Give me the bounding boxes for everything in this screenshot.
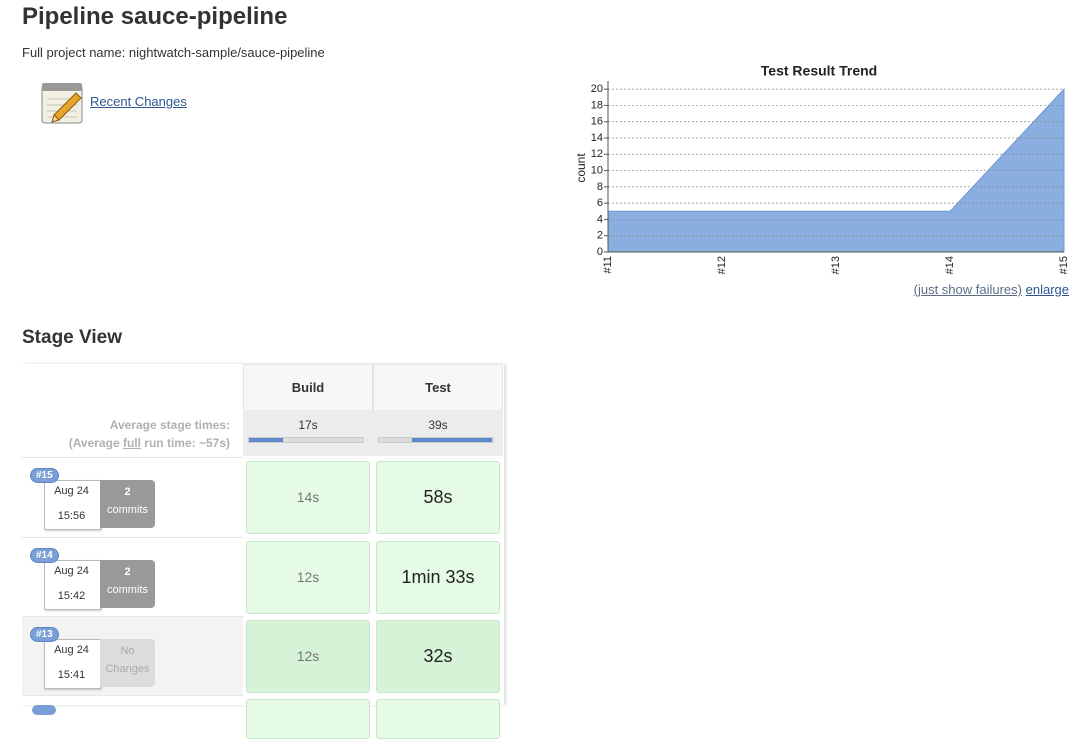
chart-title: Test Result Trend: [761, 63, 877, 79]
y-tick-label: 18: [591, 99, 603, 111]
run-date: Aug 24: [54, 485, 89, 497]
text: run time: ~57s): [140, 436, 230, 450]
x-tick-label: #14: [944, 256, 956, 274]
y-tick-label: 4: [597, 213, 603, 225]
average-time: 17s: [298, 418, 318, 432]
x-tick-label: #13: [830, 256, 842, 274]
page: Pipeline sauce-pipeline Full project nam…: [22, 3, 1070, 739]
run-date: Aug 24: [54, 644, 89, 656]
chart-links: (just show failures) enlarge: [914, 282, 1069, 297]
date-box: [44, 480, 101, 530]
stage-view-title: Stage View: [22, 327, 122, 348]
x-tick-label: #15: [1058, 256, 1070, 274]
stage-view-table: Average stage times: (Average full run t…: [22, 364, 504, 739]
stage-header: Build: [243, 364, 373, 410]
run-badge: [32, 705, 56, 715]
y-tick-label: 14: [591, 132, 603, 144]
just-show-failures-link[interactable]: (just show failures): [913, 282, 1022, 297]
run-date: Aug 24: [54, 565, 89, 577]
stage-cell: 12s: [246, 620, 370, 693]
stage-cell: 14s: [246, 461, 370, 534]
y-tick-label: 12: [591, 148, 603, 160]
trend-chart: Test Result Trend count 0 2 4 6 8 10 12 14 16 18 2…: [574, 63, 1070, 275]
y-tick-label: 8: [597, 181, 603, 193]
average-bar-fill: [249, 438, 283, 442]
changes-box: 2 commits: [100, 560, 155, 608]
x-tick-label: #11: [602, 256, 614, 274]
stage-cell: 1min 33s: [376, 541, 500, 614]
changes-label: commits: [107, 504, 148, 516]
changes-count: 2: [124, 486, 131, 498]
stage-cell: [376, 699, 500, 739]
average-stage-label: Average stage times:: [109, 418, 230, 432]
changes-label: Changes: [105, 663, 150, 675]
average-labels: Average stage times: (Average full run t…: [22, 410, 243, 456]
changes-box: No Changes: [100, 639, 155, 687]
run-row: Aug 24 15:42 2 commits #14: [22, 537, 243, 617]
y-tick-label: 20: [591, 83, 603, 95]
y-tick-label: 0: [597, 246, 603, 258]
changes-count: 2: [124, 566, 131, 578]
stage-cell: 32s: [376, 620, 500, 693]
stage-average: 17s: [243, 410, 373, 456]
run-time: 15:42: [57, 590, 86, 602]
run-badge: #13: [30, 627, 59, 642]
y-tick-label: 6: [597, 197, 603, 209]
date-box: [44, 560, 101, 610]
area: [607, 87, 1065, 253]
y-tick-label: 2: [597, 230, 603, 242]
run-time: 15:56: [57, 510, 86, 522]
y-tick-label: 10: [591, 164, 603, 176]
page-title: Pipeline sauce-pipeline: [22, 3, 288, 30]
changes-count: No: [120, 645, 135, 657]
x-tick-label: #12: [716, 256, 728, 274]
date-box: [44, 639, 101, 689]
stage-cell: 12s: [246, 541, 370, 614]
average-run-time: (Average full run time: ~57s): [69, 436, 230, 450]
stage-cell: [246, 699, 370, 739]
run-row: Aug 24 15:41 No Changes #13: [22, 616, 243, 696]
average-time: 39s: [428, 418, 448, 432]
average-bar-track: [248, 437, 364, 443]
full-link[interactable]: full: [122, 436, 141, 450]
run-row: Aug 24 15:56 2 commits #15: [22, 457, 243, 537]
stage-cell: 58s: [376, 461, 500, 534]
text: (Average: [68, 436, 123, 450]
notepad-icon: [41, 83, 83, 124]
recent-changes-link[interactable]: Recent Changes: [90, 94, 187, 109]
average-bar-fill: [412, 438, 492, 442]
stage-header: Test: [373, 364, 503, 410]
changes-label: commits: [107, 584, 148, 596]
run-row: [22, 695, 243, 716]
run-badge: #14: [30, 548, 59, 563]
y-axis-label: count: [574, 153, 588, 183]
full-project-name: Full project name: nightwatch-sample/sau…: [22, 45, 325, 60]
y-tick-label: 16: [591, 116, 603, 128]
run-time: 15:41: [57, 669, 86, 681]
enlarge-link[interactable]: enlarge: [1025, 282, 1069, 297]
changes-box: 2 commits: [100, 480, 155, 528]
stage-average: 39s: [373, 410, 503, 456]
run-badge: #15: [30, 468, 59, 483]
